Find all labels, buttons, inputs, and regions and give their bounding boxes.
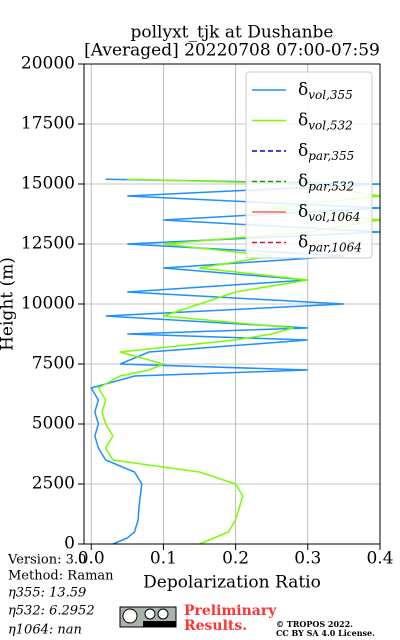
version-note: Version: 3.0 xyxy=(7,553,86,568)
profile-line xyxy=(97,178,381,545)
legend-label: δvol,532 xyxy=(298,110,353,132)
preliminary-note: Preliminary xyxy=(184,603,277,619)
legend-label: δvol,1064 xyxy=(298,202,360,224)
preliminary-note: Results. xyxy=(184,618,247,634)
x-tick-label: 0.1 xyxy=(150,549,177,569)
chart-title: pollyxt_tjk at Dushanbe xyxy=(131,23,334,43)
y-tick-label: 2500 xyxy=(32,474,75,494)
y-axis-label: Height (m) xyxy=(0,257,18,351)
cc-logo xyxy=(119,606,177,628)
y-tick-label: 12500 xyxy=(21,234,75,254)
x-tick-label: 0.3 xyxy=(294,549,321,569)
x-tick-label: 0.4 xyxy=(366,549,393,569)
eta-note: η532: 6.2952 xyxy=(8,604,95,619)
eta-note: η355: 13.59 xyxy=(8,586,86,601)
y-tick-label: 17500 xyxy=(21,114,75,134)
copyright-note: © TROPOS 2022. xyxy=(276,619,353,629)
license-note: CC BY SA 4.0 License. xyxy=(276,628,375,638)
y-tick-label: 10000 xyxy=(21,294,75,314)
plot-frame xyxy=(83,63,381,545)
legend-label: δpar,532 xyxy=(298,171,354,193)
x-axis-label: Depolarization Ratio xyxy=(143,573,321,593)
legend-label: δpar,1064 xyxy=(298,232,362,254)
x-tick-label: 0.2 xyxy=(222,549,249,569)
y-tick-label: 0 xyxy=(64,534,75,554)
legend-label: δvol,355 xyxy=(298,80,353,102)
x-tick-label: 0.0 xyxy=(78,549,105,569)
method-note: Method: Raman xyxy=(8,569,114,584)
y-tick-label: 7500 xyxy=(32,354,75,374)
eta-note: η1064: nan xyxy=(8,623,82,638)
y-tick-label: 5000 xyxy=(32,414,75,434)
chart-subtitle: [Averaged] 20220708 07:00-07:59 xyxy=(84,41,380,61)
y-tick-label: 15000 xyxy=(21,174,75,194)
legend-label: δpar,355 xyxy=(298,141,354,163)
y-tick-label: 20000 xyxy=(21,54,75,74)
